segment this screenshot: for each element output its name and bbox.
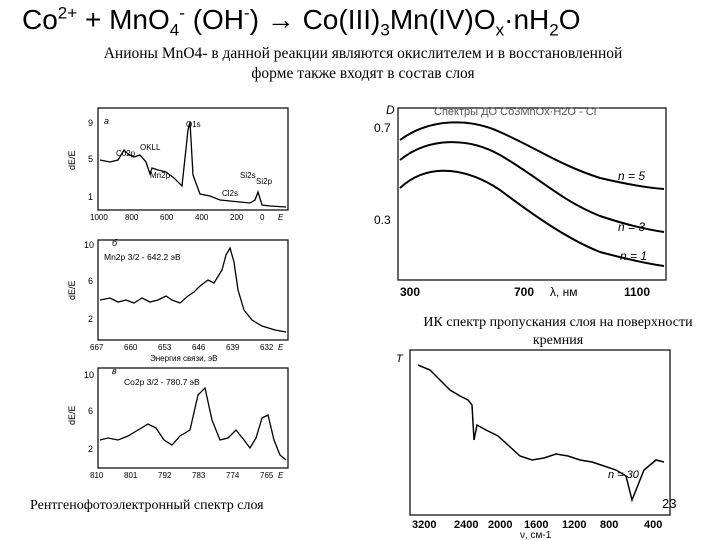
xps-a-ytick-2: 1 [88, 192, 93, 202]
uv-frame [397, 107, 667, 281]
ir-caption: ИК спектр пропускания слоя на поверхност… [423, 315, 693, 348]
xps-b-xtick-1: 660 [124, 343, 138, 352]
xps-b-curve [99, 246, 287, 333]
xps-a-peak-si2s: Si2s [240, 171, 256, 180]
xps-b-xtick-4: 639 [226, 343, 240, 352]
slide-subtitle: Анионы MnO4- в данной реакции являются о… [18, 44, 708, 84]
xps-c-xtick-3: 783 [192, 471, 206, 480]
uv-curve-n3 [399, 141, 665, 233]
xps-caption: Рентгенофотоэлектронный спектр слоя [30, 498, 264, 513]
xps-a-xunit: E [278, 213, 284, 222]
xps-a-ytick-1: 5 [88, 154, 93, 164]
xps-b-ytick-0: 10 [84, 240, 94, 250]
xps-b-xunit: E [278, 343, 284, 352]
ir-xtick-1: 2400 [454, 519, 478, 531]
xps-a-ylabel: dE/E [67, 150, 77, 170]
xps-c-xunit: E [278, 471, 284, 480]
xps-b-frame [97, 239, 289, 341]
xps-b-xtick-0: 667 [90, 343, 104, 352]
ir-xtick-4: 1200 [562, 519, 586, 531]
ir-curve [417, 364, 665, 503]
xps-b-ylabel: dE/E [67, 280, 77, 300]
uv-ylabel: D [386, 103, 395, 117]
uv-header: Спектры ДО Co3MnOx·H2O - СГ [434, 106, 600, 118]
uv-curve-n1 [399, 169, 665, 267]
ir-xtick-5: 800 [600, 519, 618, 531]
xps-a-peak-o1s: O1s [186, 120, 201, 129]
subtitle-line-1: Анионы MnO4- в данной реакции являются о… [103, 45, 623, 62]
xps-c-label: Co2p 3/2 - 780.7 эВ [124, 377, 200, 387]
ir-xtick-2: 2000 [488, 519, 512, 531]
xps-b-xtick-3: 646 [192, 343, 206, 352]
xps-a-peak-si2p: Si2p [256, 177, 273, 186]
xps-a-frame [97, 107, 289, 211]
uv-xtick-2: 1100 [624, 285, 650, 299]
xps-a-xtick-4: 200 [230, 213, 244, 222]
ir-xtick-3: 1600 [524, 519, 548, 531]
xps-c-xtick-5: 765 [260, 471, 274, 480]
xps-a-xtick-5: 0 [260, 213, 265, 222]
xps-a-peak-okll: OKLL [140, 143, 161, 152]
ir-xtick-0: 3200 [412, 519, 436, 531]
xps-b-label: Mn2p 3/2 - 642.2 эВ [104, 252, 181, 262]
uv-curve-label-n5: n = 5 [618, 169, 645, 183]
xps-c-xtick-1: 801 [124, 471, 138, 480]
xps-c-letter: в [112, 366, 117, 376]
ir-xlabel: ν, см-1 [520, 530, 552, 540]
ir-frame [409, 349, 671, 516]
xps-a-xtick-1: 800 [125, 213, 139, 222]
xps-a-xtick-2: 600 [160, 213, 174, 222]
xps-a-letter: а [104, 116, 109, 126]
xps-b-xtick-2: 653 [158, 343, 172, 352]
page-number: 23 [662, 496, 677, 511]
xps-a-peak-mn2p: Mn2p [150, 171, 171, 180]
xps-c-ylabel: dE/E [67, 405, 77, 425]
uv-ytick-0: 0.7 [374, 121, 391, 135]
xps-a-xtick-3: 400 [195, 213, 209, 222]
xps-c-ytick-1: 6 [88, 406, 93, 416]
uv-xtick-1: 700 [514, 285, 534, 299]
xps-b-letter: б [112, 238, 118, 248]
uv-xtick-0: 300 [400, 285, 420, 299]
subtitle-line-2: форме также входят в состав слоя [251, 65, 475, 82]
slide-title: Co2+ + MnO4- (OH-) → Co(III)3Mn(IV)Ox·nH… [22, 4, 581, 41]
xps-a-ytick-0: 9 [88, 118, 93, 128]
xps-c-xtick-2: 792 [158, 471, 172, 480]
ir-curve-label: n = 30 [608, 469, 640, 481]
xps-a-xtick-0: 1000 [90, 213, 108, 222]
xps-c-ytick-2: 2 [88, 444, 93, 454]
xps-b-xtick-5: 632 [260, 343, 274, 352]
uv-xlabel: λ, нм [550, 285, 578, 299]
xps-c-curve [99, 386, 287, 461]
ir-xtick-6: 400 [644, 519, 662, 531]
xps-a-peak-cl2s: Cl2s [222, 189, 238, 198]
uv-curve-label-n3: n = 3 [618, 220, 645, 234]
xps-a-curve [99, 121, 287, 208]
title-part-co: Co2+ + MnO4- (OH-) → Co(III)3Mn(IV)Ox·nH… [22, 4, 581, 40]
xps-b-ytick-1: 6 [88, 276, 93, 286]
uv-curve-label-n1: n = 1 [620, 249, 647, 263]
xps-c-xtick-0: 810 [90, 471, 104, 480]
ir-ylabel: T [396, 353, 404, 365]
xps-b-ytick-2: 2 [88, 314, 93, 324]
xps-c-xtick-4: 774 [226, 471, 240, 480]
xps-c-ytick-0: 10 [84, 370, 94, 380]
xps-c-frame [97, 367, 289, 469]
xps-b-xlabel: Энергия связи, эВ [150, 354, 218, 363]
uv-curve-n5 [399, 121, 665, 190]
uv-ytick-1: 0.3 [374, 213, 391, 227]
xps-a-peak-co2p: Co2p [116, 149, 136, 158]
